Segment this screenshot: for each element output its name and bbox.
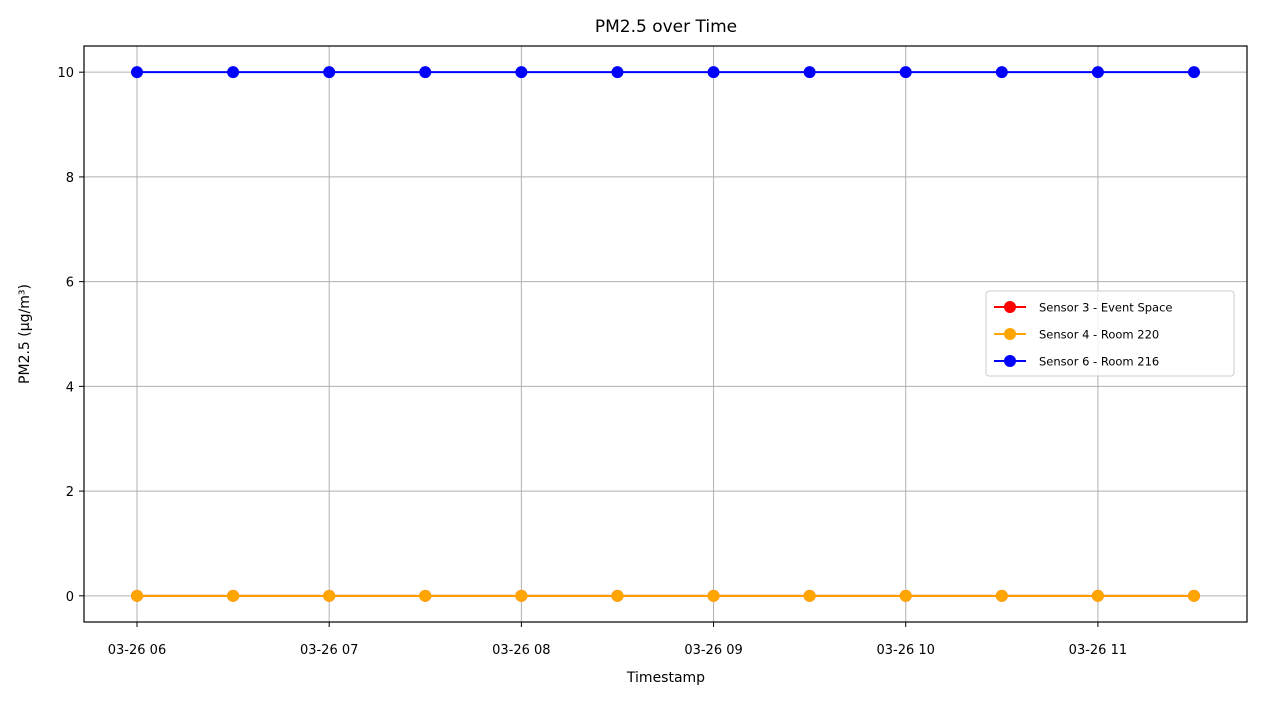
x-axis-title: Timestamp (626, 670, 705, 686)
legend-label: Sensor 4 - Room 220 (1039, 328, 1159, 342)
x-tick-label: 03-26 07 (300, 643, 358, 658)
legend-item: Sensor 4 - Room 220 (994, 328, 1159, 342)
data-point (995, 66, 1008, 79)
legend-label: Sensor 3 - Event Space (1039, 301, 1173, 315)
y-axis: 0 2 4 6 8 10 (57, 66, 84, 605)
data-point (131, 589, 143, 602)
y-tick-label: 8 (66, 171, 74, 186)
data-point (803, 66, 816, 79)
data-point (323, 589, 336, 602)
data-point (1188, 589, 1200, 602)
legend-marker (1004, 328, 1016, 340)
legend-item: Sensor 6 - Room 216 (994, 355, 1159, 369)
data-point (419, 66, 432, 79)
legend: Sensor 3 - Event Space Sensor 4 - Room 22… (985, 290, 1235, 377)
data-point (803, 589, 816, 602)
plot-frame (83, 45, 1248, 623)
series-group (131, 66, 1200, 602)
data-point (1188, 66, 1200, 79)
x-tick-label: 03-26 10 (877, 643, 935, 658)
x-tick-label: 03-26 06 (108, 643, 166, 658)
data-point (707, 589, 720, 602)
data-point (611, 589, 624, 602)
data-point (707, 66, 720, 79)
y-axis-title: PM2.5 (µg/m³) (17, 284, 33, 384)
x-tick-label: 03-26 09 (684, 643, 742, 658)
y-tick-label: 0 (66, 590, 74, 605)
x-tick-label: 03-26 11 (1069, 643, 1127, 658)
y-tick-label: 2 (66, 485, 74, 500)
data-point (995, 589, 1008, 602)
data-point (419, 589, 432, 602)
data-point (515, 589, 528, 602)
legend-marker (1004, 355, 1016, 367)
series-2 (131, 589, 1200, 602)
legend-box (985, 290, 1235, 377)
data-point (899, 589, 912, 602)
data-point (131, 66, 143, 79)
data-point (227, 66, 240, 79)
data-point (515, 66, 528, 79)
x-axis: 03-26 06 03-26 07 03-26 08 03-26 09 03-26 10… (108, 622, 1127, 658)
data-point (1091, 66, 1104, 79)
x-tick-label: 03-26 08 (492, 643, 550, 658)
legend-marker (1004, 301, 1016, 313)
data-point (1091, 589, 1104, 602)
data-point (227, 589, 240, 602)
legend-label: Sensor 6 - Room 216 (1039, 355, 1159, 369)
y-tick-label: 4 (66, 380, 74, 395)
legend-item: Sensor 3 - Event Space (994, 301, 1173, 315)
data-point (611, 66, 624, 79)
data-point (899, 66, 912, 79)
data-point (323, 66, 336, 79)
y-tick-label: 6 (66, 276, 74, 291)
chart-title: PM2.5 over Time (595, 17, 737, 37)
y-tick-label: 10 (57, 66, 74, 81)
series-3 (131, 66, 1200, 79)
